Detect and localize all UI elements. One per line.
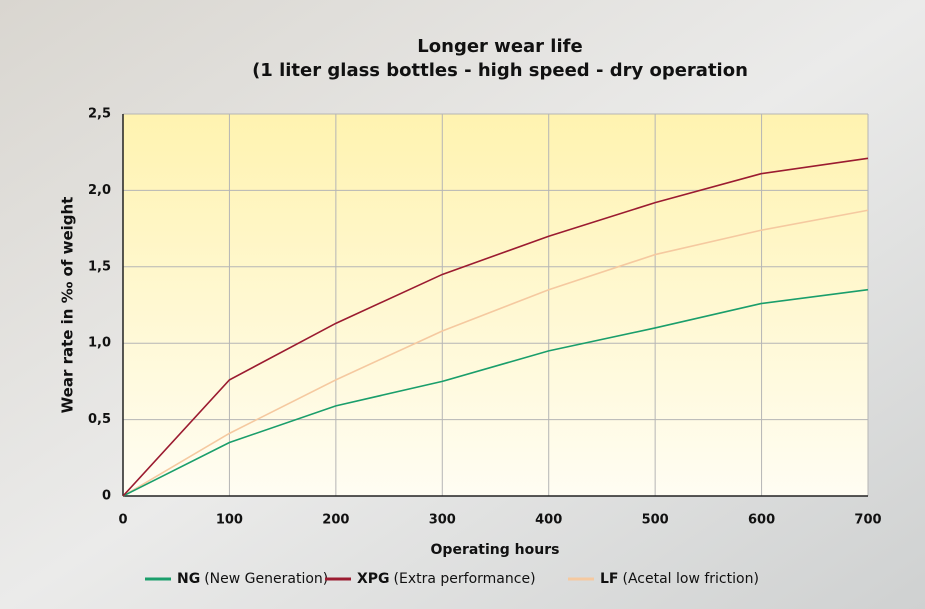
y-tick-label: 0,5 [88, 412, 111, 427]
x-tick-label: 600 [748, 513, 775, 528]
series-line [122, 209, 869, 497]
x-tick-label: 300 [429, 513, 456, 528]
x-tick-label: 400 [535, 513, 562, 528]
legend-label: XPG [357, 571, 390, 587]
chart-subtitle: (1 liter glass bottles - high speed - dr… [252, 60, 748, 81]
y-tick-label: 2,0 [88, 183, 111, 198]
x-tick-label: 100 [216, 513, 243, 528]
y-tick-label: 2,5 [88, 107, 111, 122]
series-line [122, 157, 869, 497]
x-tick-label: 700 [854, 513, 881, 528]
x-tick-label: 500 [642, 513, 669, 528]
x-tick-label: 200 [322, 513, 349, 528]
legend-label: NG [177, 571, 200, 587]
chart-title: Longer wear life [417, 36, 582, 57]
y-axis-label: Wear rate in ‰ of weight [59, 197, 77, 414]
legend-label: LF [600, 571, 618, 587]
legend-description: (Acetal low friction) [622, 571, 758, 587]
y-tick-label: 1,5 [88, 259, 111, 274]
legend-description: (New Generation) [204, 571, 328, 587]
y-tick-label: 0 [102, 489, 111, 504]
y-tick-label: 1,0 [88, 336, 111, 351]
x-tick-label: 0 [118, 513, 127, 528]
x-axis-label: Operating hours [431, 542, 560, 558]
legend-description: (Extra performance) [394, 571, 536, 587]
series-line [122, 288, 869, 497]
